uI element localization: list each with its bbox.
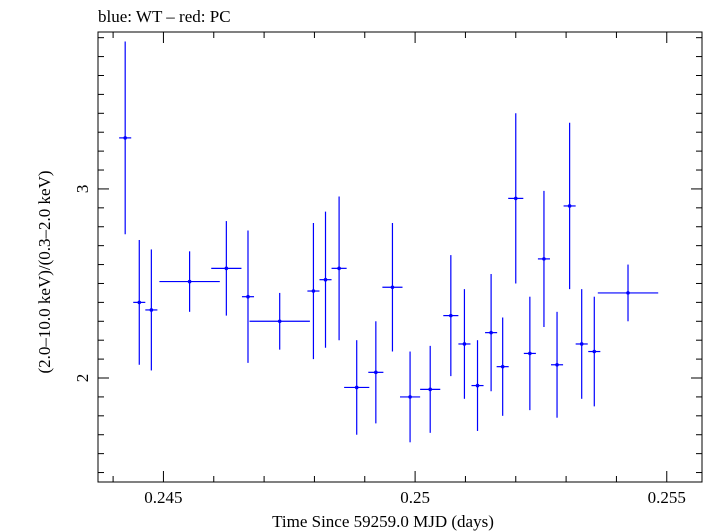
point-marker	[323, 277, 328, 282]
x-tick-label: 0.255	[648, 488, 686, 507]
data-point	[382, 222, 403, 352]
data-point	[551, 311, 564, 418]
point-marker	[462, 342, 467, 346]
point-marker	[489, 330, 493, 335]
data-point	[523, 296, 536, 411]
point-marker	[390, 285, 395, 290]
point-marker	[408, 395, 412, 399]
point-marker	[374, 370, 378, 375]
data-point	[471, 340, 484, 431]
data-point	[249, 292, 310, 350]
data-point	[400, 351, 421, 443]
point-marker	[428, 387, 433, 392]
point-marker	[449, 313, 453, 318]
data-point	[458, 289, 471, 399]
point-marker	[626, 291, 630, 295]
point-marker	[123, 136, 127, 140]
point-marker	[513, 196, 518, 201]
point-marker	[246, 294, 250, 299]
point-marker	[137, 300, 142, 305]
data-series-wt	[119, 41, 659, 443]
point-marker	[500, 364, 505, 369]
point-marker	[542, 257, 546, 261]
data-point	[563, 122, 576, 290]
data-point	[368, 321, 384, 424]
point-marker	[311, 289, 316, 293]
data-point	[344, 340, 370, 435]
data-point	[211, 221, 242, 316]
y-tick-label: 3	[73, 185, 92, 194]
y-axis: 23	[73, 37, 702, 474]
data-point	[119, 41, 132, 235]
point-marker	[475, 383, 480, 388]
data-point	[588, 296, 601, 407]
plot-frame	[97, 31, 703, 483]
data-point	[443, 255, 459, 377]
chart-title: blue: WT – red: PC	[98, 7, 231, 26]
data-point	[331, 196, 347, 341]
y-tick-label: 2	[73, 374, 92, 383]
data-point	[508, 113, 524, 284]
data-point	[145, 249, 158, 371]
x-tick-label: 0.25	[400, 488, 430, 507]
point-marker	[567, 204, 572, 208]
data-point	[597, 264, 659, 322]
point-marker	[187, 279, 192, 284]
point-marker	[149, 308, 154, 312]
point-marker	[528, 351, 532, 356]
data-point	[159, 251, 220, 312]
point-marker	[337, 266, 341, 271]
x-axis: 0.245 0.25 0.255	[112, 32, 686, 507]
data-point	[307, 222, 320, 360]
data-point	[537, 190, 550, 327]
data-point	[241, 230, 255, 363]
point-marker	[354, 385, 359, 390]
data-point	[420, 345, 441, 433]
point-marker	[579, 342, 584, 346]
data-point	[485, 274, 498, 392]
x-tick-label: 0.245	[144, 488, 182, 507]
point-marker	[555, 362, 559, 367]
y-axis-label: (2.0–10.0 keV)/(0.3–2.0 keV)	[35, 170, 54, 373]
x-axis-label: Time Since 59259.0 MJD (days)	[272, 512, 494, 531]
point-marker	[224, 266, 229, 271]
data-point	[496, 317, 509, 416]
point-marker	[592, 349, 597, 354]
point-marker	[277, 319, 282, 324]
data-point	[575, 289, 588, 399]
data-point	[133, 239, 146, 365]
data-point	[319, 211, 332, 348]
